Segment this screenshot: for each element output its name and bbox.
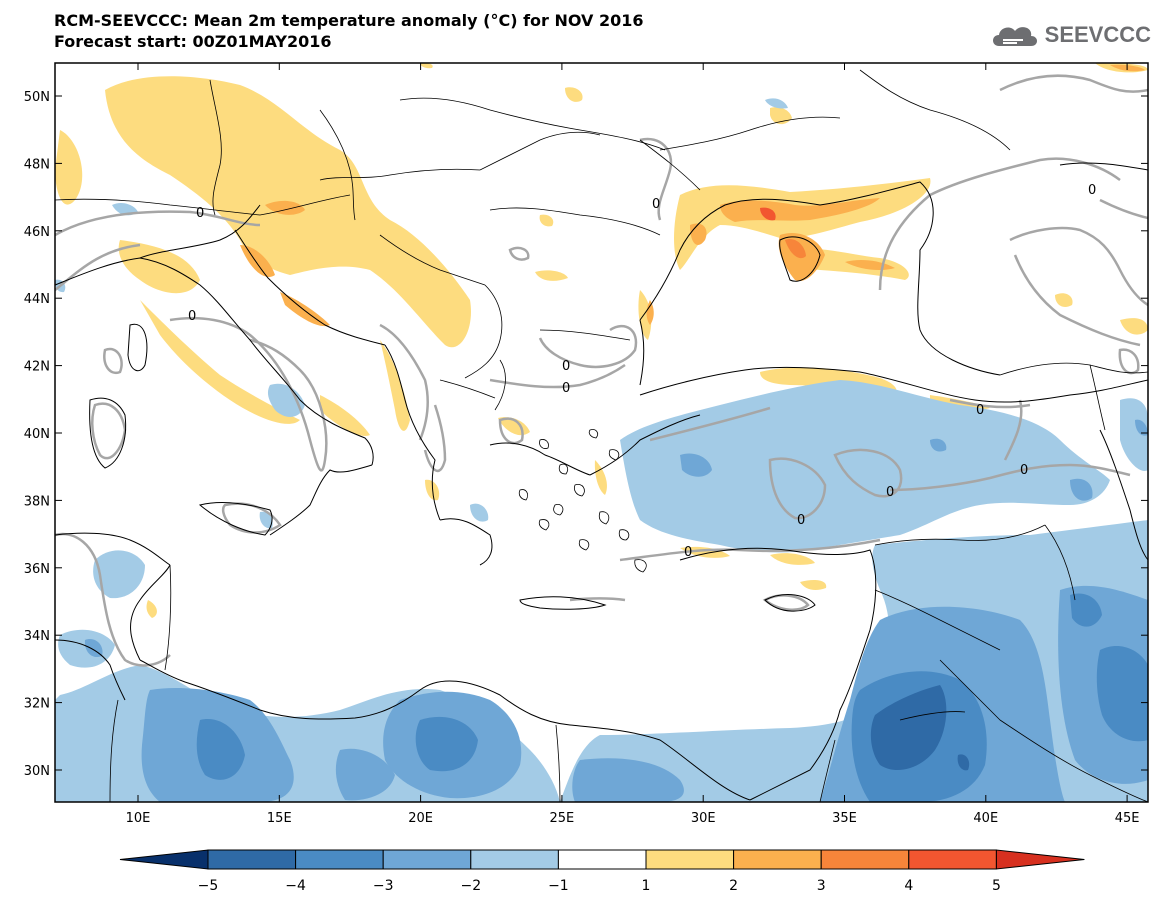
title-line-2: Forecast start: 00Z01MAY2016	[54, 32, 332, 51]
contour-label: 0	[562, 359, 570, 374]
contour-label: 0	[684, 545, 692, 560]
contour-label: 0	[652, 197, 660, 212]
contour-label: 0	[1020, 463, 1028, 478]
colorbar-segment	[908, 849, 997, 870]
contour-label: 0	[196, 206, 204, 221]
lon-label: 20E	[408, 811, 433, 826]
colorbar-segment	[382, 849, 472, 870]
colorbar-min-arrow	[119, 849, 209, 870]
colorbar-label: 5	[992, 878, 1001, 894]
lat-label: 36N	[24, 562, 50, 577]
very-strong-cold-anomaly-fields	[870, 685, 970, 771]
map-title: RCM-SEEVCCC: Mean 2m temperature anomaly…	[54, 10, 644, 52]
lat-label: 50N	[24, 90, 50, 105]
colorbar-segment	[295, 849, 384, 870]
title-line-1: RCM-SEEVCCC: Mean 2m temperature anomaly…	[54, 11, 644, 30]
seevccc-logo: SEEVCCC	[989, 20, 1151, 50]
lon-label: 35E	[832, 811, 857, 826]
contour-label: 0	[886, 485, 894, 500]
colorbar-label: 2	[729, 878, 738, 894]
colorbar-label: −2	[460, 878, 481, 894]
colorbar-label: −4	[285, 878, 306, 894]
colorbar-max-arrow	[995, 849, 1085, 870]
lat-label: 38N	[24, 494, 50, 509]
colorbar-label: 3	[817, 878, 826, 894]
colorbar-segment	[470, 849, 559, 870]
cloud-icon	[992, 27, 1037, 46]
lon-label: 40E	[973, 811, 998, 826]
colorbar-label: 4	[904, 878, 913, 894]
coastlines	[55, 162, 1148, 801]
colorbar-label: −3	[373, 878, 394, 894]
contour-label: 0	[562, 381, 570, 396]
contour-label: 0	[1088, 183, 1096, 198]
lat-label: 32N	[24, 697, 50, 712]
longitude-axis: 10E 15E 20E 25E 30E 35E 40E 45E	[126, 63, 1140, 826]
colorbar-segment	[207, 849, 297, 870]
colorbar-segment	[557, 849, 647, 870]
lon-label: 25E	[550, 811, 575, 826]
contour-label: 0	[797, 513, 805, 528]
logo-text: SEEVCCC	[1044, 22, 1151, 47]
lon-label: 45E	[1115, 811, 1140, 826]
colorbar-segment	[645, 849, 735, 870]
lat-label: 42N	[24, 360, 50, 375]
lat-label: 48N	[24, 157, 50, 172]
latitude-axis: 50N 48N 46N 44N 42N 40N 38N 36N 34N 32N 30N	[24, 90, 1148, 779]
contour-label: 0	[976, 403, 984, 418]
lat-label: 46N	[24, 225, 50, 240]
contour-label: 0	[188, 309, 196, 324]
lat-label: 34N	[24, 629, 50, 644]
lat-label: 30N	[24, 764, 50, 779]
lat-label: 44N	[24, 292, 50, 307]
map-area: 0 0 0 0 0 0 0 0 0 0 0	[55, 63, 1148, 802]
country-borders	[55, 69, 1148, 802]
colorbar-label: 1	[642, 878, 651, 894]
contour-labels: 0 0 0 0 0 0 0 0 0 0 0	[188, 183, 1096, 560]
colorbar-segment	[820, 849, 910, 870]
lon-label: 30E	[691, 811, 716, 826]
aegean-islands	[518, 429, 647, 573]
colorbar-label: −5	[198, 878, 219, 894]
lon-label: 10E	[126, 811, 151, 826]
lon-label: 15E	[267, 811, 292, 826]
colorbar: −5 −4 −3 −2 −1 1 2 3 4 5	[119, 849, 1085, 894]
colorbar-segment	[733, 849, 822, 870]
colorbar-label: −1	[548, 878, 569, 894]
lat-label: 40N	[24, 427, 50, 442]
